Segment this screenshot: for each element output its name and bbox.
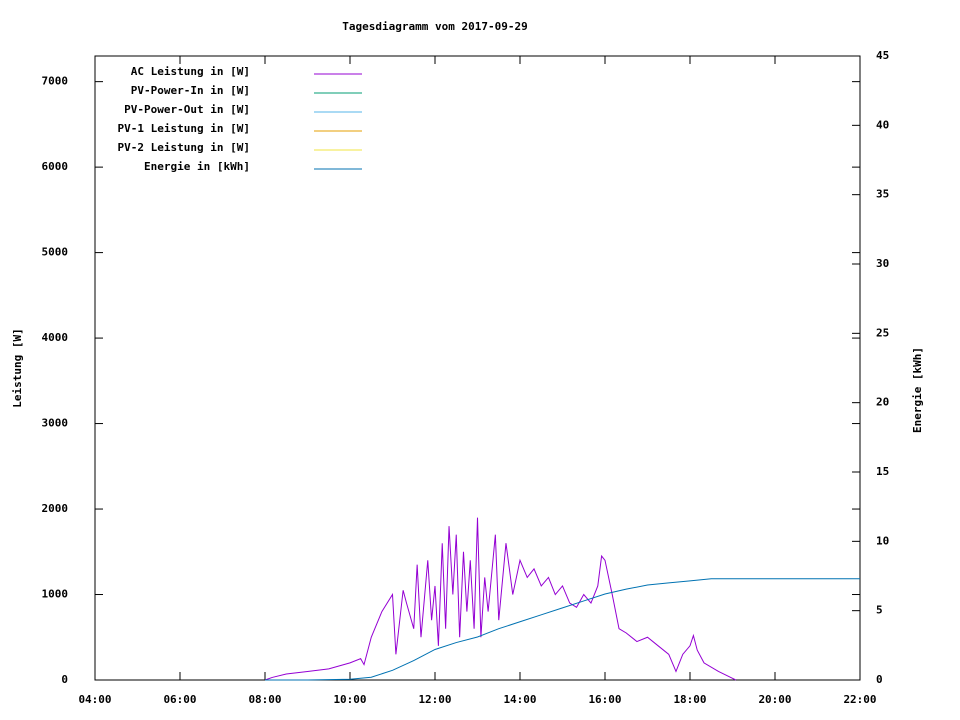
- legend-label: PV-Power-Out in [W]: [124, 103, 250, 116]
- x-tick-label: 18:00: [673, 693, 706, 706]
- y-tick-label: 6000: [42, 160, 69, 173]
- y-axis-label: Leistung [W]: [11, 328, 24, 407]
- y-tick-label: 2000: [42, 502, 69, 515]
- y-tick-label: 4000: [42, 331, 69, 344]
- y2-tick-label: 35: [876, 188, 889, 201]
- y-tick-label: 0: [61, 673, 68, 686]
- series-line: [265, 578, 860, 681]
- legend-label: PV-Power-In in [W]: [131, 84, 250, 97]
- y-tick-label: 1000: [42, 588, 69, 601]
- x-tick-label: 10:00: [333, 693, 366, 706]
- x-tick-label: 12:00: [418, 693, 451, 706]
- y2-tick-label: 5: [876, 604, 883, 617]
- y-tick-label: 3000: [42, 417, 69, 430]
- x-tick-label: 16:00: [588, 693, 621, 706]
- y-tick-label: 7000: [42, 75, 69, 88]
- x-tick-label: 06:00: [163, 693, 196, 706]
- y2-tick-label: 45: [876, 49, 889, 62]
- y2-tick-label: 20: [876, 396, 889, 409]
- series-line: [264, 517, 737, 681]
- plot-frame: [94, 55, 861, 681]
- y2-axis-label: Energie [kWh]: [911, 347, 924, 433]
- x-tick-label: 04:00: [78, 693, 111, 706]
- legend-label: PV-1 Leistung in [W]: [118, 122, 250, 135]
- x-tick-label: 20:00: [758, 693, 791, 706]
- y2-tick-label: 25: [876, 326, 889, 339]
- x-tick-label: 14:00: [503, 693, 536, 706]
- chart-title: Tagesdiagramm vom 2017-09-29: [342, 20, 527, 33]
- y2-tick-label: 40: [876, 118, 889, 131]
- y2-tick-label: 10: [876, 534, 889, 547]
- y2-tick-label: 15: [876, 465, 889, 478]
- legend-label: AC Leistung in [W]: [131, 65, 250, 78]
- y-tick-label: 5000: [42, 246, 69, 259]
- y2-tick-label: 0: [876, 673, 883, 686]
- x-tick-label: 22:00: [843, 693, 876, 706]
- y2-tick-label: 30: [876, 257, 889, 270]
- x-tick-label: 08:00: [248, 693, 281, 706]
- legend-label: Energie in [kWh]: [144, 160, 250, 173]
- legend-label: PV-2 Leistung in [W]: [118, 141, 250, 154]
